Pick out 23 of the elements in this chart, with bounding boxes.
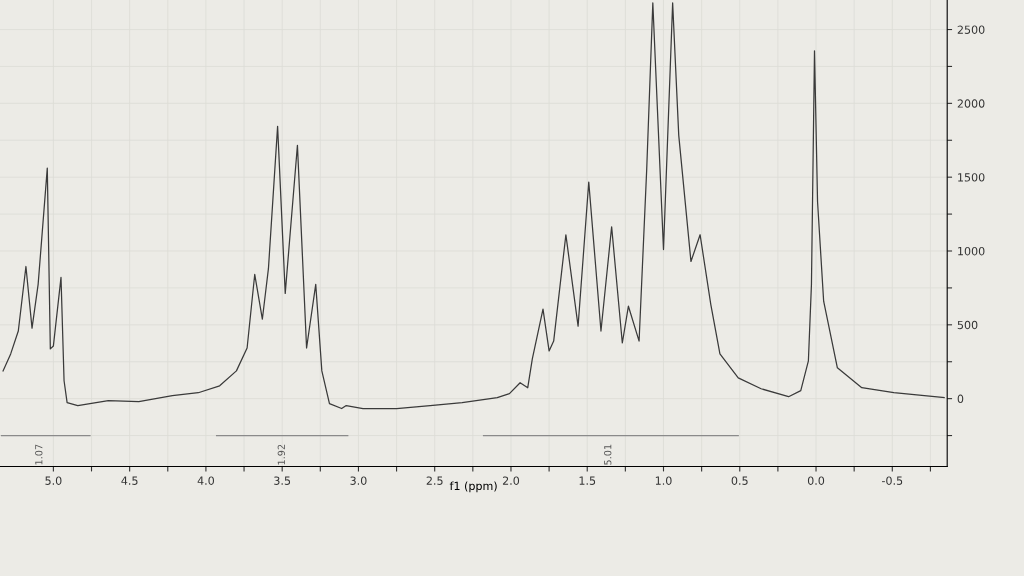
x-tick-label: 2.5 — [426, 476, 443, 485]
x-tick-label: 1.5 — [579, 476, 596, 485]
x-tick-label: 5.0 — [45, 476, 62, 485]
x-axis-title: f1 (ppm) — [449, 481, 497, 493]
y-tick-label: 1000 — [958, 246, 985, 256]
x-tick-label: 1.0 — [655, 476, 672, 485]
x-tick-label: -0.5 — [881, 476, 903, 485]
y-tick-label: 2000 — [957, 99, 985, 108]
y-tick-label: 2500 — [957, 25, 985, 34]
x-tick-label: 2.0 — [502, 476, 520, 485]
y-tick-label: 500 — [957, 320, 978, 330]
y-tick-label: 1500 — [958, 173, 985, 182]
x-tick-label: 4.0 — [197, 476, 215, 485]
x-tick-label: 4.5 — [121, 476, 138, 485]
line-series — [2, 2, 945, 410]
x-tick-label: 0.5 — [731, 476, 748, 485]
annotation: 1.07 — [35, 444, 43, 465]
x-tick-label: 0.0 — [807, 476, 825, 485]
annotation: 1.92 — [277, 444, 285, 465]
annotation: 5.01 — [604, 444, 612, 465]
x-tick-label: 3.0 — [350, 476, 367, 485]
x-tick-label: 3.5 — [274, 476, 291, 485]
y-tick-label: 0 — [957, 394, 964, 404]
